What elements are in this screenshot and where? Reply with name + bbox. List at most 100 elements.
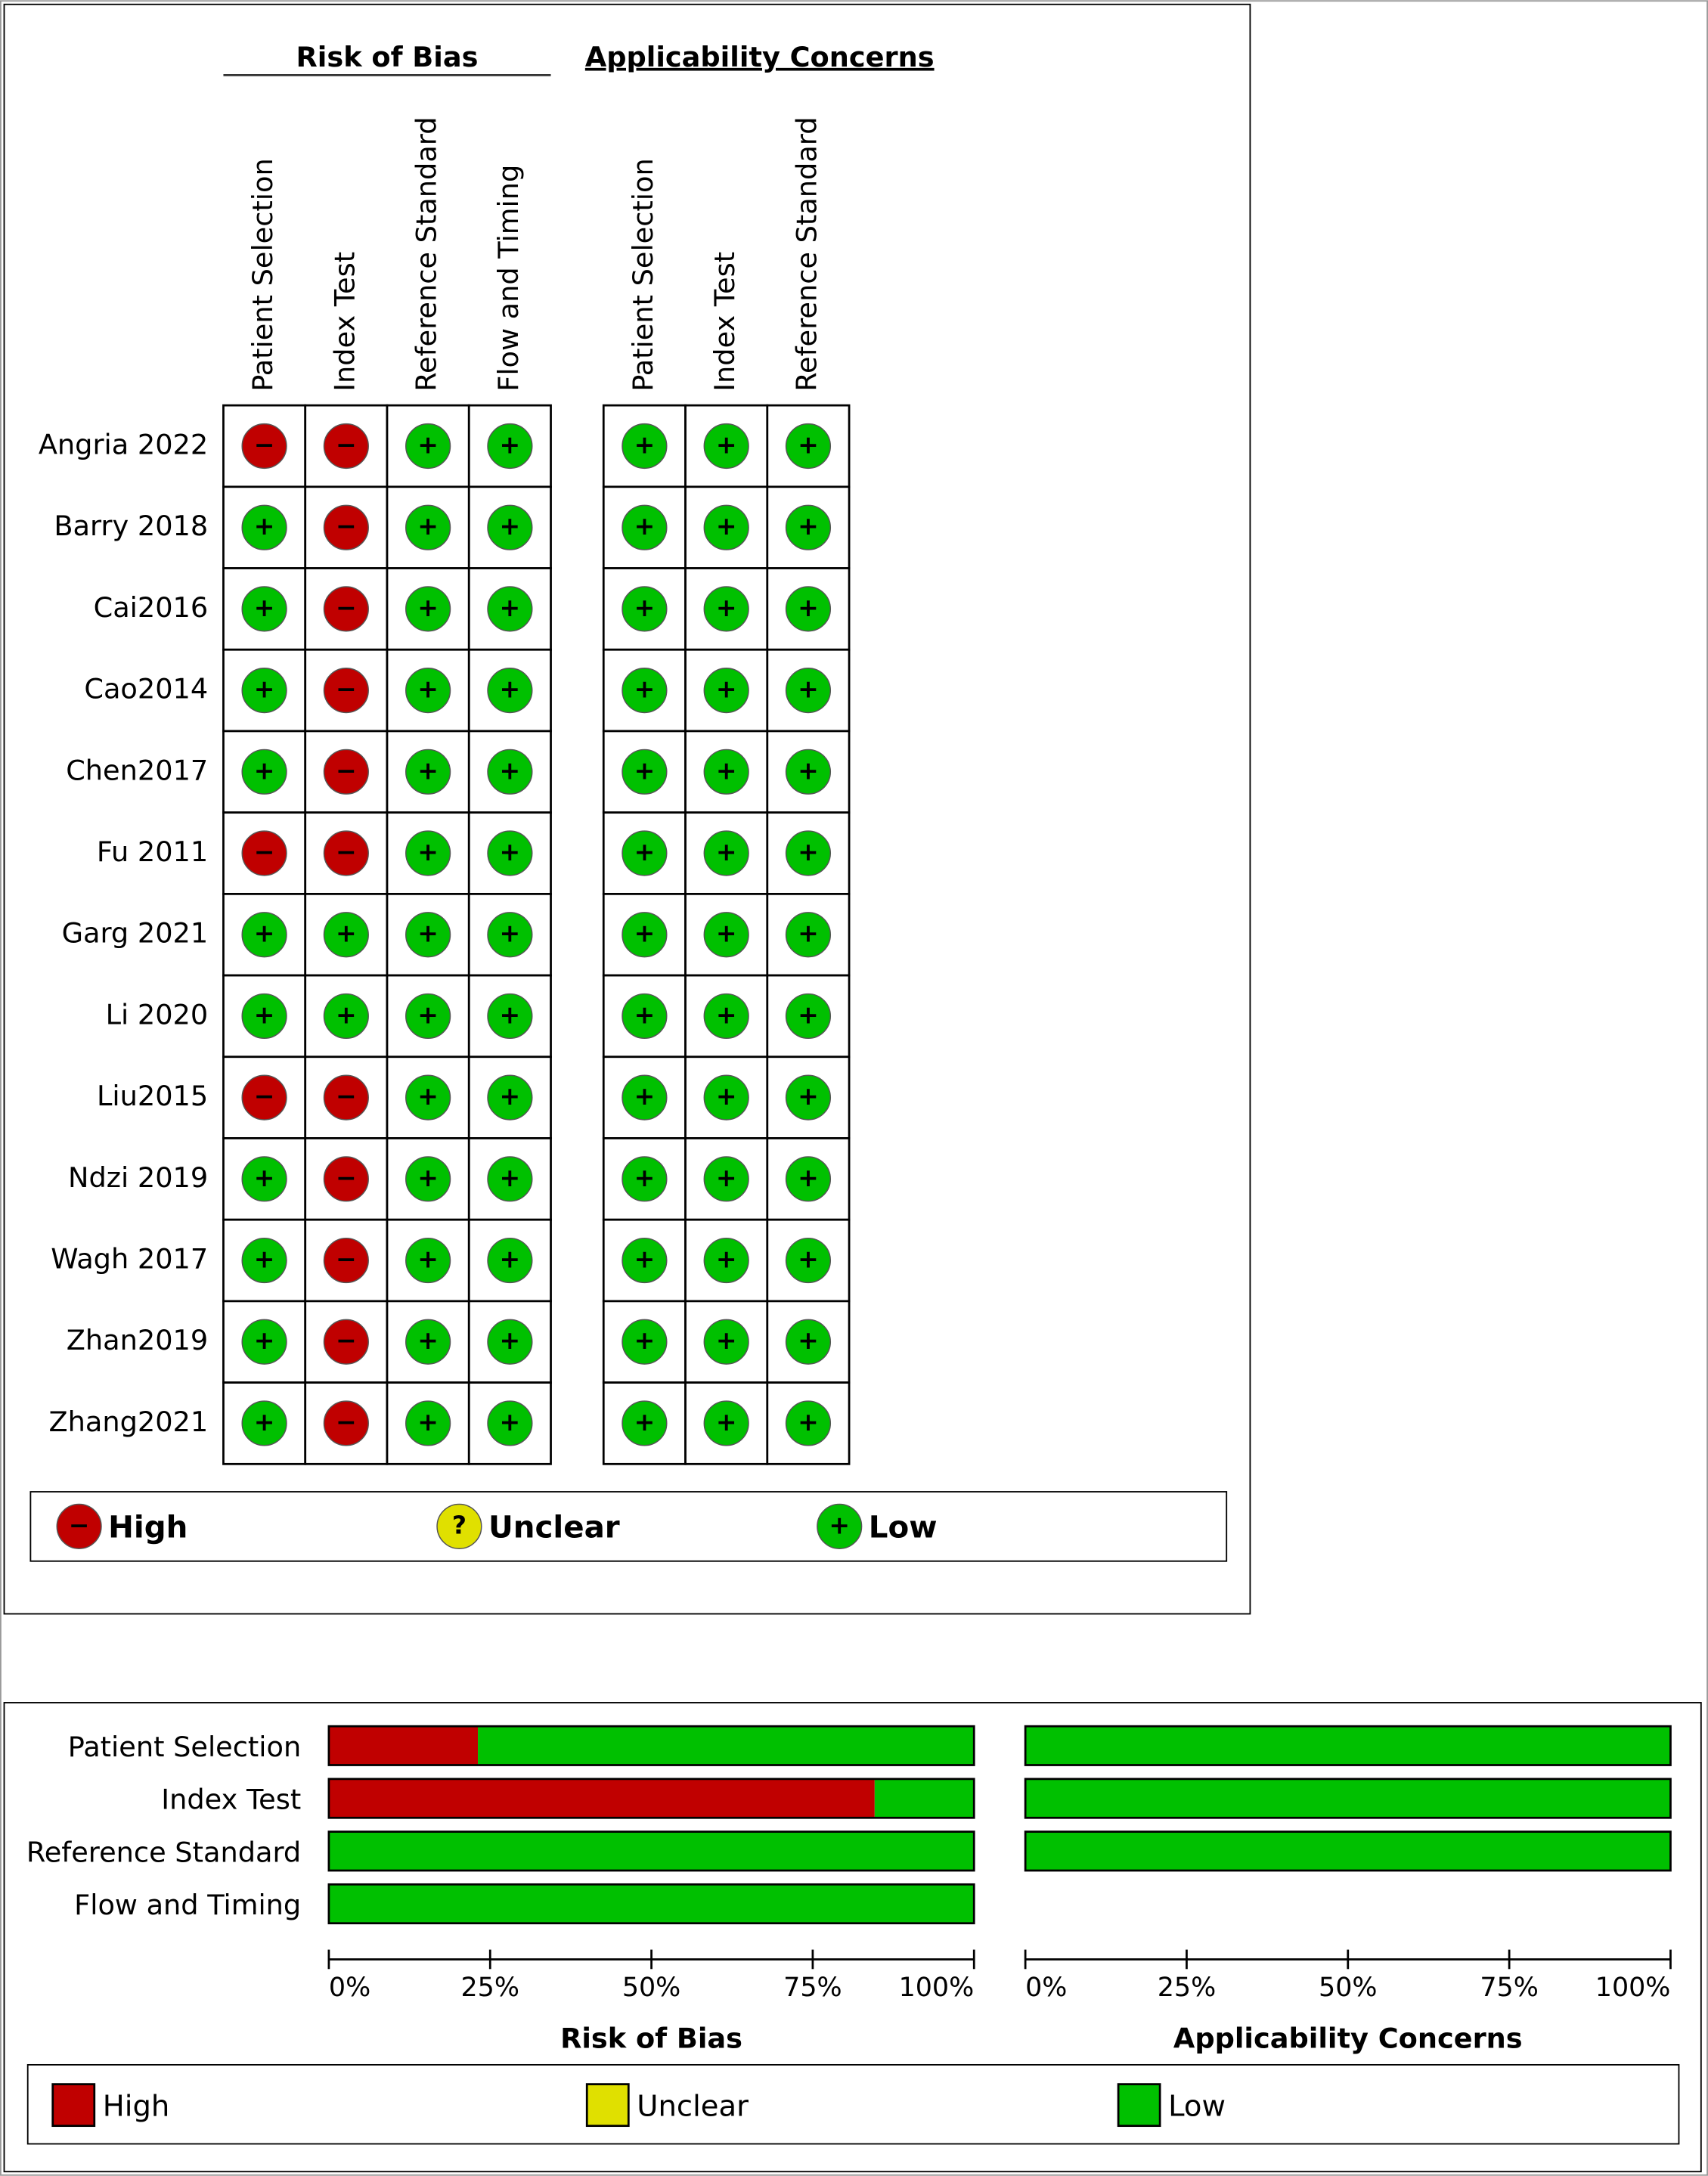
judgement-dot: [405, 586, 451, 632]
judgement-symbol: +: [716, 674, 737, 704]
column-header: Reference Standard: [790, 116, 823, 391]
judgement-dot: [241, 912, 287, 958]
judgement-symbol: +: [254, 1325, 275, 1355]
x-tick-label: 75%: [1480, 1973, 1538, 2003]
judgement-dot: [622, 1237, 668, 1284]
judgement-symbol: +: [798, 674, 819, 704]
judgement-symbol: +: [716, 429, 737, 459]
legend-symbol: +: [829, 1510, 850, 1539]
judgement-symbol: +: [500, 674, 521, 704]
judgement-dot: [241, 830, 287, 876]
x-tick-label: 25%: [461, 1973, 519, 2003]
judgement-symbol: +: [634, 837, 656, 866]
judgement-dot: [622, 423, 668, 470]
category-label: Reference Standard: [26, 1836, 301, 1868]
judgement-symbol: +: [798, 837, 819, 866]
judgement-symbol: +: [500, 1245, 521, 1274]
judgement-symbol: +: [716, 1163, 737, 1192]
judgement-dot: [323, 830, 369, 876]
judgement-symbol: +: [634, 593, 656, 622]
judgement-dot: [241, 1237, 287, 1284]
judgement-symbol: +: [500, 1081, 521, 1111]
legend-label: Unclear: [488, 1510, 620, 1545]
judgement-dot: [405, 912, 451, 958]
judgement-symbol: +: [417, 919, 439, 948]
bar-outline: [327, 1725, 975, 1766]
judgement-symbol: +: [716, 1081, 737, 1111]
judgement-dot: [703, 586, 749, 632]
x-tick-label: 0%: [1025, 1973, 1067, 2003]
column-header: Index Test: [708, 252, 741, 392]
row-label: Angria 2022: [39, 428, 208, 460]
column-header: Reference Standard: [411, 116, 443, 391]
judgement-symbol: −: [336, 593, 357, 622]
judgement-dot: [323, 668, 369, 714]
judgement-symbol: +: [798, 1407, 819, 1437]
judgement-dot: [622, 586, 668, 632]
judgement-dot: [785, 993, 832, 1040]
judgement-symbol: +: [634, 1407, 656, 1437]
judgement-dot: [785, 1156, 832, 1202]
judgement-dot: [622, 504, 668, 550]
row-label: Li 2020: [106, 998, 209, 1031]
judgement-symbol: +: [634, 511, 656, 541]
judgement-dot: [487, 912, 533, 958]
judgement-symbol: +: [500, 837, 521, 866]
bar-outline: [327, 1883, 975, 1925]
judgement-symbol: +: [798, 1081, 819, 1111]
judgement-dot: [622, 912, 668, 958]
judgement-symbol: +: [417, 1081, 439, 1111]
legend-symbol: ?: [452, 1510, 467, 1539]
judgement-dot: [241, 1074, 287, 1121]
x-tick-label: 0%: [329, 1973, 370, 2003]
judgement-symbol: +: [254, 1163, 275, 1192]
judgement-symbol: +: [500, 1163, 521, 1192]
judgement-dot: [405, 1156, 451, 1202]
column-header: Flow and Timing: [492, 165, 525, 392]
judgement-symbol: +: [500, 1325, 521, 1355]
legend-dot: [56, 1503, 102, 1549]
x-tick-label: 100%: [1595, 1973, 1671, 2003]
judgement-symbol: +: [798, 511, 819, 541]
judgement-symbol: +: [634, 674, 656, 704]
judgement-symbol: +: [254, 1245, 275, 1274]
judgement-symbol: +: [798, 755, 819, 785]
judgement-dot: [785, 423, 832, 470]
judgement-symbol: +: [254, 1000, 275, 1029]
judgement-symbol: +: [634, 1081, 656, 1111]
judgement-symbol: −: [336, 1163, 357, 1192]
judgement-dot: [323, 1237, 369, 1284]
judgement-symbol: +: [634, 919, 656, 948]
judgement-dot: [405, 749, 451, 795]
judgement-dot: [241, 668, 287, 714]
judgement-symbol: +: [634, 1245, 656, 1274]
judgement-symbol: +: [417, 593, 439, 622]
judgement-dot: [323, 504, 369, 550]
judgement-symbol: +: [417, 429, 439, 459]
judgement-symbol: +: [716, 1245, 737, 1274]
judgement-symbol: −: [336, 511, 357, 541]
summary-legend-box: [29, 1491, 1228, 1562]
judgement-symbol: +: [417, 511, 439, 541]
row-label: Chen2017: [66, 754, 208, 786]
legend-label: High: [108, 1510, 188, 1545]
judgement-symbol: +: [500, 593, 521, 622]
judgement-dot: [487, 1156, 533, 1202]
row-label: Ndzi 2019: [68, 1161, 208, 1194]
judgement-symbol: −: [254, 837, 275, 866]
judgement-dot: [785, 912, 832, 958]
row-label: Zhan2019: [67, 1324, 209, 1356]
judgement-symbol: +: [798, 1163, 819, 1192]
judgement-dot: [703, 1400, 749, 1446]
judgement-dot: [241, 1319, 287, 1365]
judgement-dot: [703, 1156, 749, 1202]
judgement-dot: [487, 993, 533, 1040]
judgement-dot: [487, 830, 533, 876]
judgement-dot: [405, 830, 451, 876]
judgement-symbol: +: [417, 837, 439, 866]
judgement-dot: [241, 1156, 287, 1202]
judgement-dot: [487, 586, 533, 632]
row-label: Zhang2021: [48, 1406, 208, 1438]
bar-segment: [1025, 1831, 1671, 1871]
judgement-symbol: +: [417, 1000, 439, 1029]
